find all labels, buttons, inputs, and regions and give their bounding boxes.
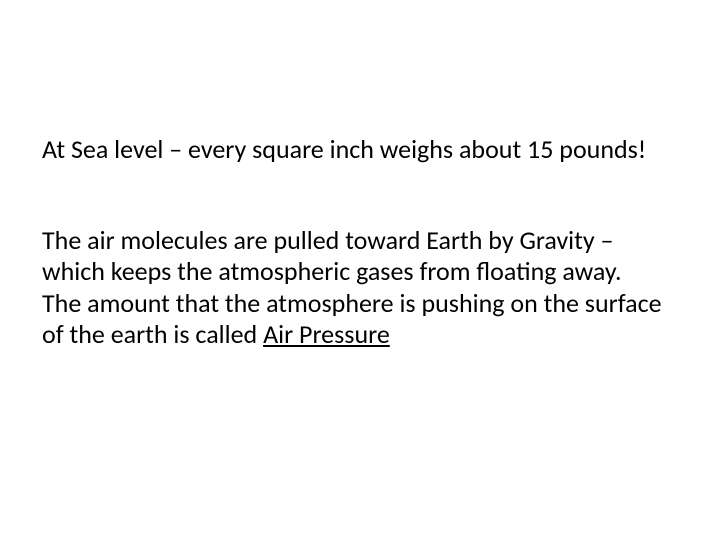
air-pressure-term: Air Pressure [263, 318, 390, 350]
paragraph-gravity-pressure: The air molecules are pulled toward Eart… [42, 225, 678, 350]
para2-gravity-text: The air molecules are pulled toward Eart… [42, 224, 622, 287]
para1-text: At Sea level – every square inch weighs … [42, 133, 646, 165]
paragraph-sea-level: At Sea level – every square inch weighs … [42, 134, 678, 165]
